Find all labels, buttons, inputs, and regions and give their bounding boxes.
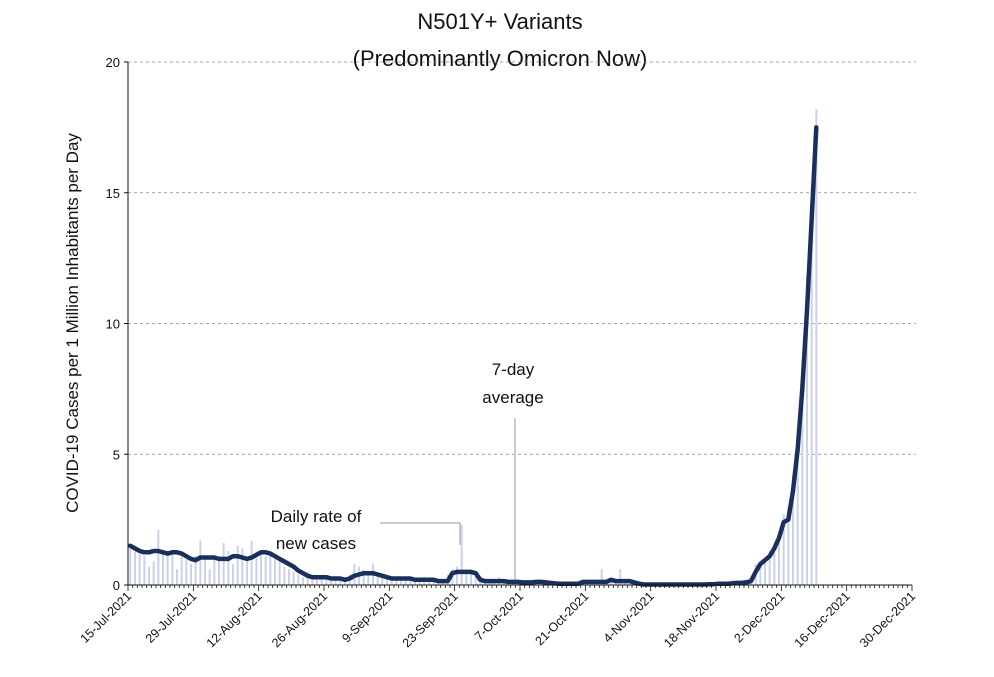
daily-bars — [129, 109, 818, 585]
y-tick-labels: 0 5 10 15 20 — [106, 55, 120, 593]
x-tick-label: 16-Dec-2021 — [792, 589, 853, 650]
annotation-daily-leader — [380, 522, 461, 545]
annotation-daily-line2: new cases — [276, 534, 356, 553]
annotation-average: 7-day average — [482, 360, 544, 580]
seven-day-average-line — [128, 125, 819, 587]
y-tick-label: 20 — [106, 55, 120, 70]
x-tick-label: 26-Aug-2021 — [269, 589, 330, 650]
y-tick-label: 10 — [106, 317, 120, 332]
x-tick-label: 18-Nov-2021 — [661, 589, 722, 650]
y-tick-label: 0 — [113, 578, 120, 593]
x-tick-label: 2-Dec-2021 — [731, 589, 787, 645]
x-tick-label: 7-Oct-2021 — [472, 589, 526, 643]
x-tick-label: 21-Oct-2021 — [532, 589, 591, 648]
x-tick-label: 30-Dec-2021 — [857, 589, 918, 650]
annotation-daily: Daily rate of new cases — [271, 507, 461, 553]
x-tick-label: 29-Jul-2021 — [143, 589, 200, 646]
y-tick-label: 5 — [113, 447, 120, 462]
annotation-daily-line1: Daily rate of — [271, 507, 362, 526]
x-tick-label: 4-Nov-2021 — [601, 589, 657, 645]
x-tick-label: 12-Aug-2021 — [204, 589, 265, 650]
annotation-average-line2: average — [482, 388, 543, 407]
axes — [124, 61, 913, 591]
chart-title-line1: N501Y+ Variants — [417, 9, 582, 34]
x-tick-label: 23-Sep-2021 — [400, 589, 461, 650]
x-tick-labels: 15-Jul-2021 29-Jul-2021 12-Aug-2021 26-Aug-… — [78, 589, 919, 650]
x-tick-label: 15-Jul-2021 — [78, 589, 135, 646]
y-axis-label: COVID-19 Cases per 1 Million Inhabitants… — [63, 133, 82, 513]
gridlines — [128, 61, 916, 455]
annotation-average-line1: 7-day — [492, 360, 535, 379]
y-tick-label: 15 — [106, 186, 120, 201]
x-tick-label: 9-Sep-2021 — [339, 589, 395, 645]
chart-title-line2: (Predominantly Omicron Now) — [353, 46, 648, 71]
